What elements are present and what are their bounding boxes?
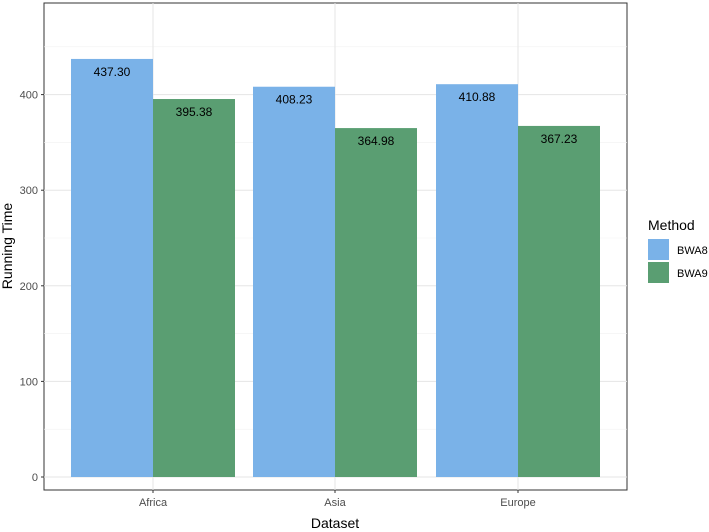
data-label: 408.23 <box>276 93 313 107</box>
data-labels: 437.30 395.38 408.23 364.98 410.88 367.23 <box>94 65 578 148</box>
y-tick-label: 300 <box>20 185 38 197</box>
data-label: 395.38 <box>176 105 213 119</box>
y-tick-label: 0 <box>32 472 38 484</box>
y-tick-label: 100 <box>20 376 38 388</box>
y-axis: 0 100 200 300 400 <box>20 90 44 484</box>
data-label: 410.88 <box>459 90 496 104</box>
bar-bwa9-europe <box>518 125 600 477</box>
legend-label: BWA9 <box>677 268 708 280</box>
x-axis: Africa Asia Europe <box>139 490 536 509</box>
legend: Method BWA8 BWA9 <box>648 217 708 283</box>
y-tick-label: 200 <box>20 281 38 293</box>
bar-bwa8-asia <box>253 86 335 477</box>
x-axis-title: Dataset <box>311 515 359 531</box>
bar-bwa8-europe <box>436 84 518 477</box>
legend-key-bwa8 <box>648 239 669 260</box>
bar-bwa9-africa <box>153 99 235 477</box>
bars <box>71 58 600 478</box>
y-tick-label: 400 <box>20 90 38 102</box>
x-tick-label: Africa <box>139 497 168 509</box>
legend-title: Method <box>648 217 695 233</box>
legend-label: BWA8 <box>677 245 708 257</box>
data-label: 364.98 <box>358 134 395 148</box>
bar-bwa8-africa <box>71 58 153 478</box>
y-axis-title: Running Time <box>0 203 15 290</box>
data-label: 367.23 <box>541 132 578 146</box>
legend-key-bwa9 <box>648 262 669 283</box>
x-tick-label: Asia <box>324 497 346 509</box>
x-tick-label: Europe <box>500 497 535 509</box>
data-label: 437.30 <box>94 65 131 79</box>
bar-bwa9-asia <box>335 128 417 478</box>
